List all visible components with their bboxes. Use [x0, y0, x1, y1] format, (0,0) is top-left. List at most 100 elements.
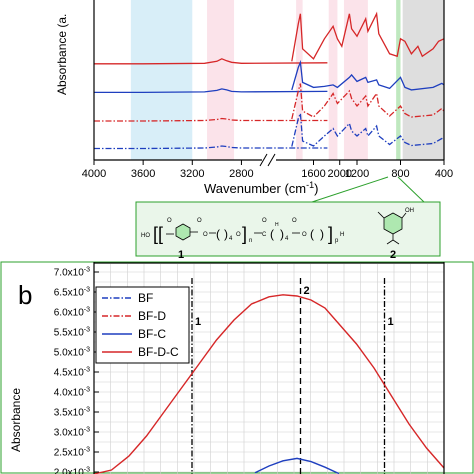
- y-tick-label: 6.0x10-3: [54, 307, 90, 319]
- y-tick-label: 5.5x10-3: [54, 327, 90, 339]
- shaded-band-3: [328, 0, 338, 160]
- formula-subp: p: [335, 238, 339, 244]
- spectrum-bf-c-high: [94, 88, 328, 94]
- reference-line-label: 1: [195, 316, 201, 328]
- axis-break-mark-left: [259, 153, 268, 167]
- formula-ho: HO: [141, 233, 150, 239]
- paren-close-3: ): [320, 227, 324, 241]
- formula-sub4a: 4: [229, 236, 233, 242]
- curve-bf-c: [254, 457, 340, 474]
- x-tick-label: 3600: [131, 168, 155, 180]
- x-tick-label: 2800: [229, 168, 253, 180]
- panel-b-legend: BF BF-D BF-C BF-D-C: [95, 286, 190, 364]
- panel-b-grid: [94, 264, 444, 474]
- x-tick-label: 3200: [180, 168, 204, 180]
- panel-b-y-axis-label: Absorbance: [9, 388, 23, 452]
- spectrum-bf-high: [94, 145, 328, 150]
- formula-subn: n: [249, 238, 252, 244]
- y-tick-label: 4.5x10-3: [54, 367, 90, 379]
- reference-line-label: 1: [388, 316, 394, 328]
- callout-line-left: [311, 176, 389, 203]
- formula-o5: O: [262, 218, 267, 224]
- structure-1-label: 1: [178, 249, 184, 261]
- y-tick-label: 3.0x10-3: [54, 427, 90, 439]
- formula-h2: H: [275, 222, 279, 228]
- formula-o4: O: [236, 232, 241, 238]
- spectrum-bf-d-c-low: [291, 11, 445, 62]
- formula-o1: O: [167, 218, 172, 224]
- callout-line-right: [397, 176, 425, 203]
- formula-o2: O: [197, 218, 202, 224]
- x-tick-label: 1600: [301, 168, 325, 180]
- shaded-band-2: [296, 0, 303, 160]
- hydroxyl-bond: [401, 212, 407, 219]
- y-tick-label: 6.5x10-3: [54, 287, 90, 299]
- isopropyl-branch-left: [386, 239, 394, 245]
- bracket-close-inner: ]: [242, 224, 247, 244]
- formula-o6: O: [292, 218, 297, 224]
- shaded-band-0: [130, 0, 193, 160]
- panel-a-x-axis-label: Wavenumber (cm-1): [204, 180, 318, 196]
- panel-b: b 1 2 1 2.0x10-3 2.5x10-3 3.0x10-3 3.5x10-3 4.…: [0, 261, 474, 474]
- panel-a-spectra: [94, 11, 445, 150]
- legend-label: BF-D-C: [138, 345, 179, 359]
- panel-b-label: b: [18, 280, 32, 310]
- formula-h: H: [340, 232, 344, 238]
- y-tick-label: 5.0x10-3: [54, 347, 90, 359]
- shaded-band-6: [402, 0, 444, 160]
- x-tick-label: 2000: [327, 168, 351, 180]
- bracket-open-inner: [: [158, 224, 163, 244]
- paren-open-3: (: [310, 227, 314, 241]
- legend-label: BF-C: [138, 327, 166, 341]
- y-tick-label: 3.5x10-3: [54, 407, 90, 419]
- structure-1-drawing: HO [ [ O O O ( ) 4 O ] n O C ( H ) 4 O O: [141, 218, 344, 244]
- y-tick-label: 7.0x10-3: [54, 267, 90, 279]
- benzene-ring-1: [175, 223, 191, 241]
- legend-label: BF-D: [138, 309, 166, 323]
- x-tick-label: 800: [391, 168, 409, 180]
- bracket-open-outer: [: [153, 224, 158, 244]
- formula-c: C: [262, 232, 267, 238]
- curve-bf-d-c: [93, 294, 445, 474]
- paren-open-2: (: [270, 227, 274, 241]
- paren-close-1: ): [224, 227, 228, 241]
- spectrum-bf-d-low: [291, 83, 445, 120]
- panel-b-y-ticks: 2.0x10-3 2.5x10-3 3.0x10-3 3.5x10-3 4.0x10-3…: [54, 267, 99, 474]
- legend-label: BF: [138, 291, 153, 305]
- panel-a-y-axis-label: Absorbance (a.: [55, 14, 69, 95]
- benzene-ring-2: [383, 212, 403, 235]
- spectrum-bf-low: [291, 113, 445, 147]
- methyl-bond: [377, 211, 385, 219]
- spectrum-bf-c-low: [291, 59, 445, 91]
- x-tick-label: 400: [435, 168, 453, 180]
- legend-box: [95, 286, 190, 364]
- y-tick-label: 2.5x10-3: [54, 447, 90, 459]
- formula-o3: O: [203, 232, 208, 238]
- paren-open-1: (: [216, 227, 220, 241]
- formula-o7: O: [302, 232, 307, 238]
- paren-close-2: ): [280, 227, 284, 241]
- formula-sub4b: 4: [285, 236, 289, 242]
- y-tick-label: 4.0x10-3: [54, 387, 90, 399]
- structure-2-label: 2: [390, 249, 396, 261]
- bracket-close-outer: ]: [328, 224, 333, 244]
- spectrum-bf-d-high: [94, 117, 328, 122]
- structure-2-drawing: OH: [377, 208, 414, 245]
- axis-break-mark-right: [267, 153, 276, 167]
- panel-b-curves: [93, 294, 445, 474]
- spectrum-bf-d-c-high: [94, 58, 328, 65]
- panel-a-shaded-bands: [130, 0, 444, 160]
- chemical-structures-panel: HO [ [ O O O ( ) 4 O ] n O C ( H ) 4 O O: [135, 201, 441, 261]
- y-tick-label: 2.0x10-3: [54, 467, 90, 474]
- formula-oh: OH: [405, 208, 414, 214]
- isopropyl-branch-right: [392, 239, 400, 245]
- panel-b-frame: [0, 261, 474, 474]
- x-tick-label: 1200: [345, 168, 369, 180]
- reference-line-label: 2: [304, 285, 310, 297]
- panel-b-reference-lines: 1 2 1: [191, 278, 394, 474]
- x-tick-label: 4000: [82, 168, 106, 180]
- shaded-band-1: [207, 0, 235, 160]
